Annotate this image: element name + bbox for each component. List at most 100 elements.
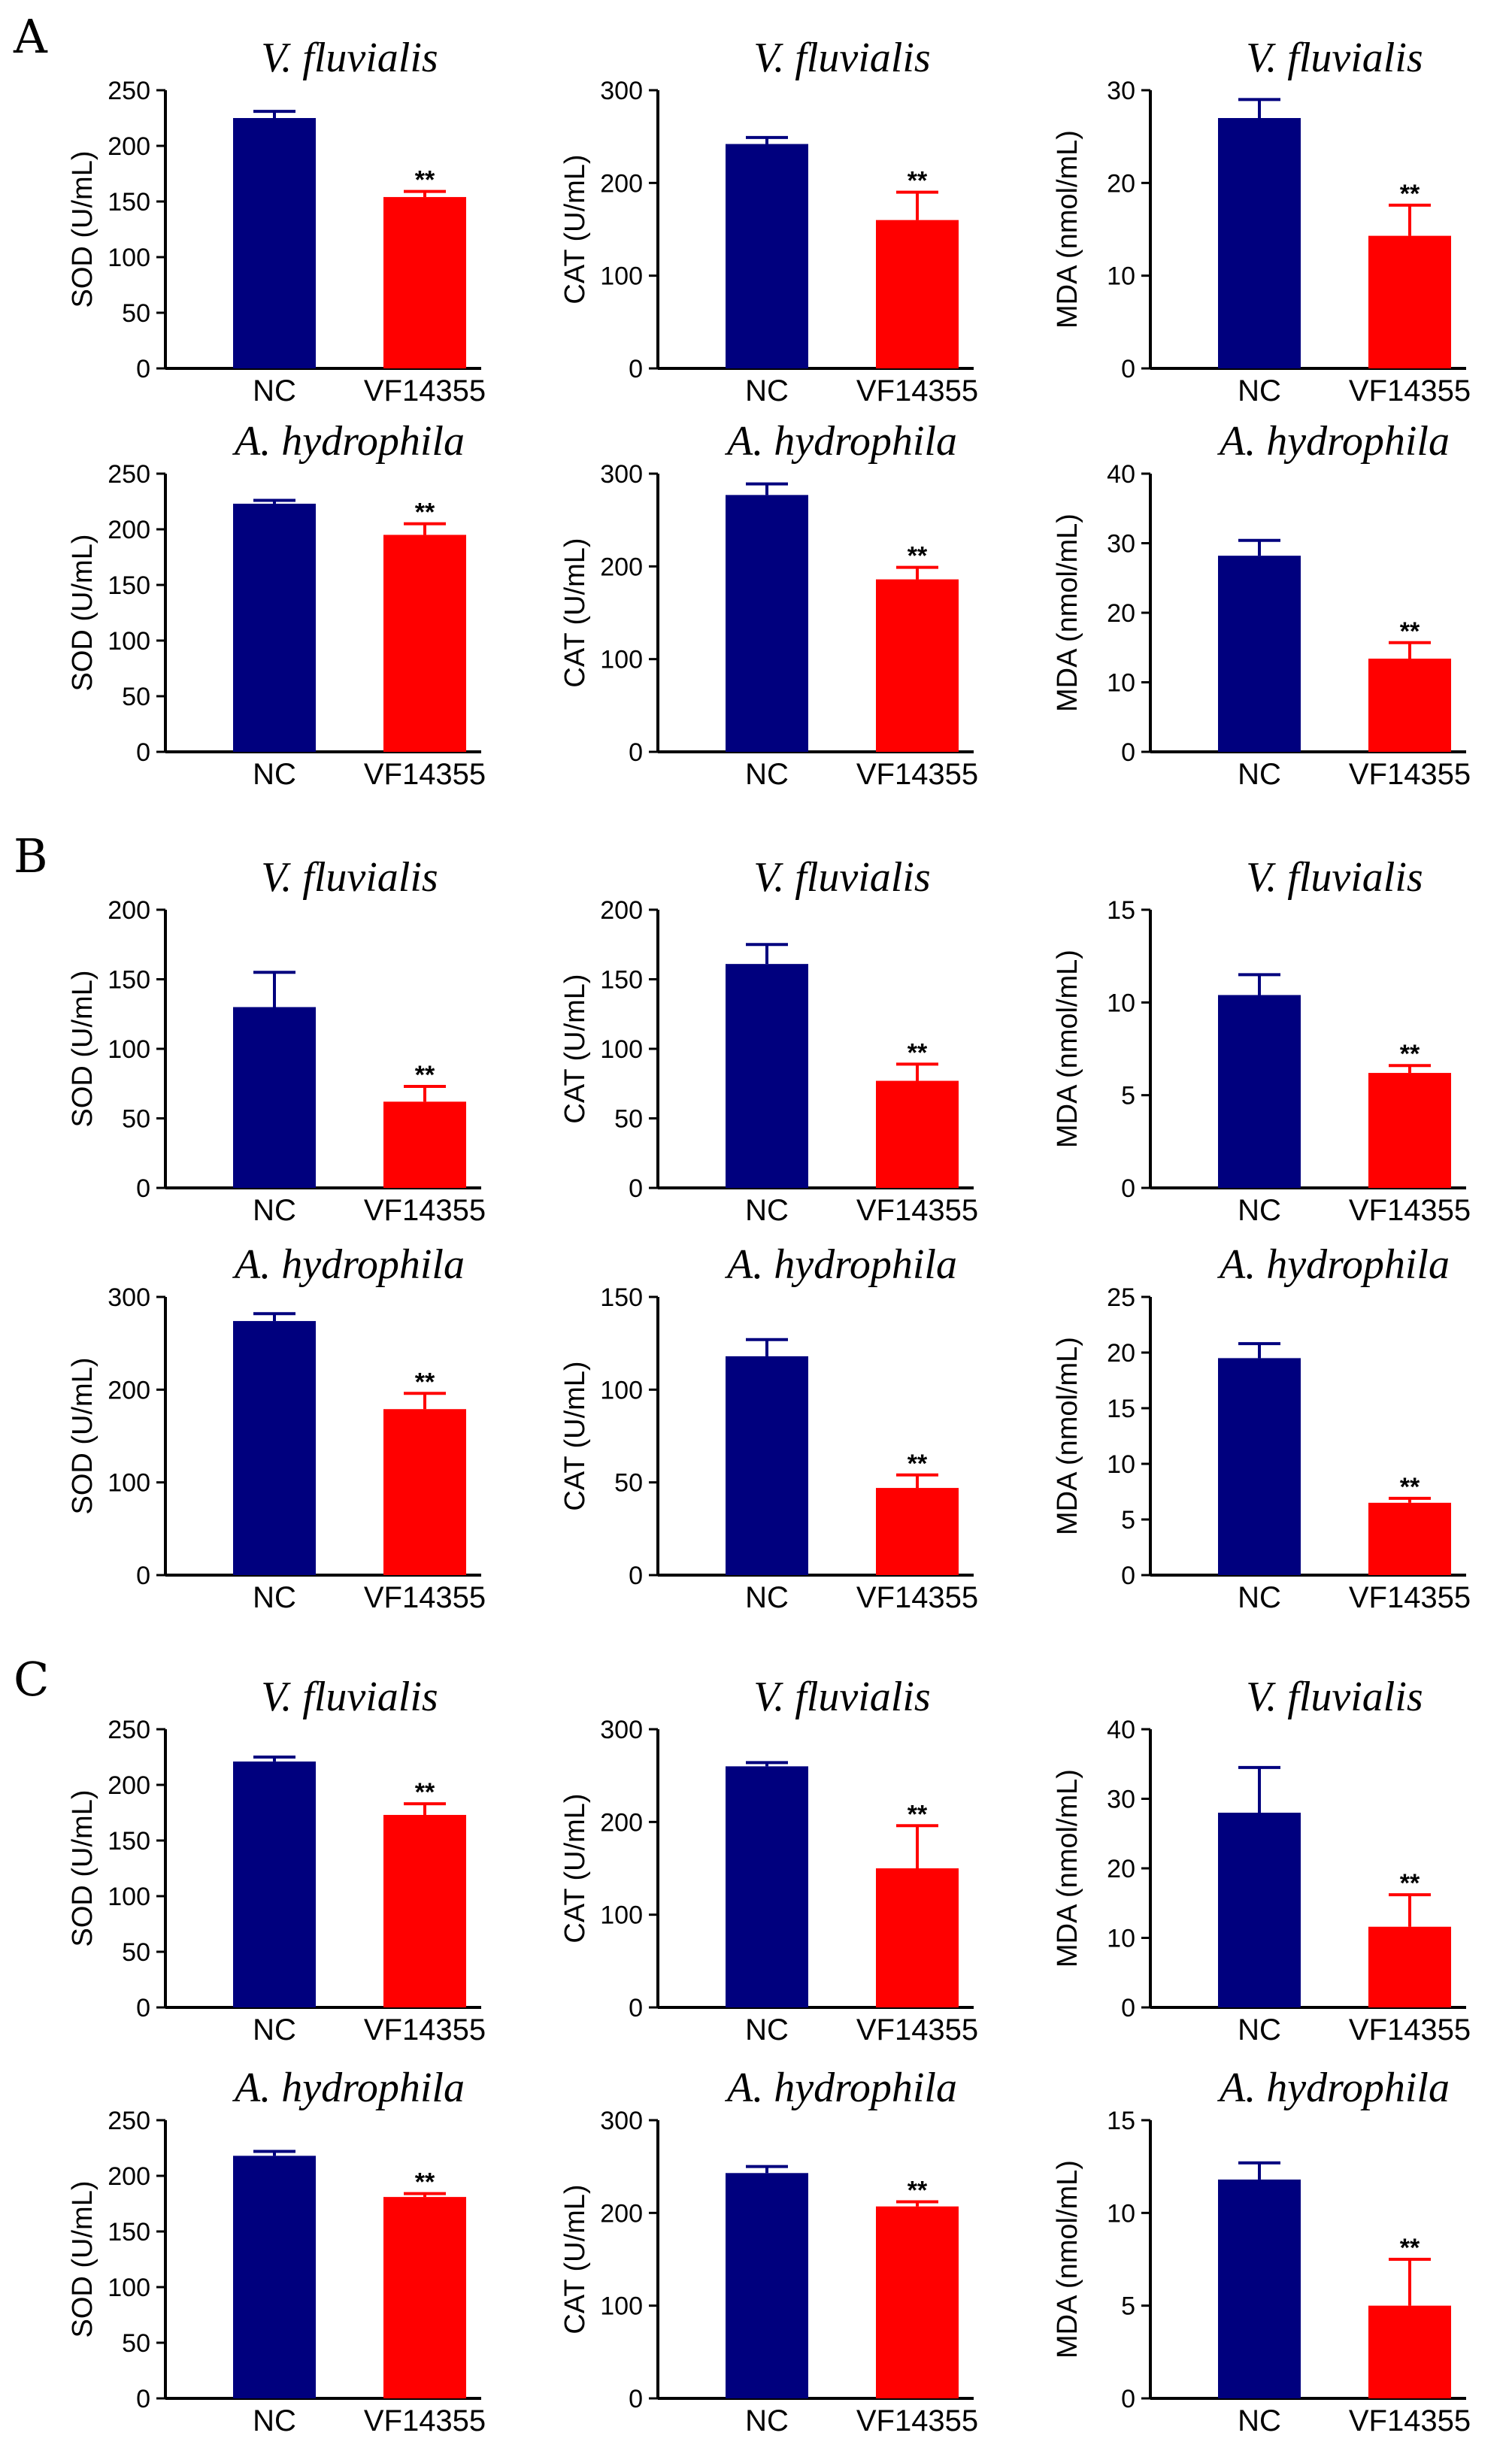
bar-vf14355 bbox=[383, 1101, 466, 1188]
y-tick-label: 0 bbox=[136, 2385, 150, 2413]
significance-label: ** bbox=[908, 1800, 928, 1828]
y-tick-label: 300 bbox=[600, 460, 643, 489]
y-tick-label: 200 bbox=[600, 169, 643, 198]
chart-title: A. hydrophila bbox=[724, 1241, 957, 1288]
y-tick-label: 50 bbox=[614, 1105, 643, 1134]
significance-label: ** bbox=[908, 167, 928, 195]
y-tick-label: 0 bbox=[136, 738, 150, 767]
category-label: VF14355 bbox=[856, 2013, 978, 2047]
chart-title: A. hydrophila bbox=[724, 2065, 957, 2111]
y-tick-label: 200 bbox=[108, 2162, 150, 2191]
category-label: VF14355 bbox=[1349, 1194, 1471, 1227]
significance-label: ** bbox=[1400, 1040, 1420, 1068]
y-tick-label: 0 bbox=[629, 1174, 643, 1203]
category-label: NC bbox=[1238, 1581, 1281, 1614]
y-tick-label: 300 bbox=[600, 77, 643, 105]
y-axis-label: MDA (nmol/mL) bbox=[1052, 514, 1083, 712]
bar-nc bbox=[726, 144, 808, 369]
chart-title: V. fluvialis bbox=[261, 854, 438, 901]
chart-title: A. hydrophila bbox=[232, 2065, 465, 2111]
y-tick-label: 25 bbox=[1107, 1283, 1135, 1312]
y-axis-label: CAT (U/mL) bbox=[559, 2184, 591, 2334]
y-tick-label: 10 bbox=[1107, 1925, 1135, 1953]
bar-nc bbox=[233, 1321, 316, 1575]
y-tick-label: 0 bbox=[1121, 1174, 1135, 1203]
y-tick-label: 10 bbox=[1107, 669, 1135, 698]
y-tick-label: 300 bbox=[600, 2107, 643, 2135]
chart-7: V. fluvialis SOD (U/mL) 0 50 100 150 200 NC VF14… bbox=[67, 854, 486, 1227]
y-tick-label: 150 bbox=[108, 2218, 150, 2247]
category-label: VF14355 bbox=[1349, 2013, 1471, 2047]
y-tick-label: 0 bbox=[1121, 1994, 1135, 2022]
bar-vf14355 bbox=[1368, 2305, 1451, 2398]
y-tick-label: 0 bbox=[136, 355, 150, 383]
y-axis-label: MDA (nmol/mL) bbox=[1052, 130, 1083, 329]
y-tick-label: 30 bbox=[1107, 530, 1135, 559]
category-label: NC bbox=[745, 758, 789, 791]
y-tick-label: 100 bbox=[600, 1901, 643, 1930]
category-label: NC bbox=[745, 2404, 789, 2437]
bar-nc bbox=[233, 1761, 316, 2007]
bar-vf14355 bbox=[876, 2206, 959, 2398]
bar-nc bbox=[726, 1356, 808, 1575]
y-tick-label: 250 bbox=[108, 2107, 150, 2135]
chart-title: V. fluvialis bbox=[1246, 35, 1423, 81]
y-tick-label: 100 bbox=[108, 244, 150, 272]
y-tick-label: 50 bbox=[122, 299, 150, 328]
bar-nc bbox=[1218, 118, 1301, 368]
y-tick-label: 200 bbox=[108, 1376, 150, 1404]
significance-label: ** bbox=[1400, 1473, 1420, 1501]
significance-label: ** bbox=[415, 1061, 435, 1089]
panel-letter-c: C bbox=[14, 1652, 49, 1707]
category-label: NC bbox=[253, 2404, 296, 2437]
y-axis-label: MDA (nmol/mL) bbox=[1052, 1769, 1083, 1968]
y-tick-label: 150 bbox=[600, 966, 643, 995]
bar-nc bbox=[1218, 1358, 1301, 1575]
chart-title: A. hydrophila bbox=[724, 418, 957, 465]
y-tick-label: 100 bbox=[600, 646, 643, 674]
y-tick-label: 30 bbox=[1107, 1786, 1135, 1814]
y-axis-label: CAT (U/mL) bbox=[559, 1361, 591, 1510]
y-tick-label: 5 bbox=[1121, 2292, 1135, 2321]
bar-nc bbox=[233, 118, 316, 368]
panel-letter-a: A bbox=[13, 9, 48, 64]
category-label: VF14355 bbox=[856, 2404, 978, 2437]
y-tick-label: 300 bbox=[600, 1716, 643, 1744]
y-axis-label: MDA (nmol/mL) bbox=[1052, 1337, 1083, 1535]
bar-vf14355 bbox=[383, 197, 466, 368]
category-label: NC bbox=[1238, 1194, 1281, 1227]
chart-11: A. hydrophila CAT (U/mL) 0 50 100 150 NC VF1435… bbox=[559, 1241, 978, 1614]
y-tick-label: 10 bbox=[1107, 989, 1135, 1017]
bar-vf14355 bbox=[876, 1868, 959, 2007]
y-tick-label: 0 bbox=[629, 1994, 643, 2022]
category-label: VF14355 bbox=[856, 758, 978, 791]
y-tick-label: 20 bbox=[1107, 599, 1135, 628]
y-tick-label: 50 bbox=[122, 2329, 150, 2358]
significance-label: ** bbox=[415, 2168, 435, 2197]
significance-label: ** bbox=[908, 2177, 928, 2205]
significance-label: ** bbox=[1400, 180, 1420, 208]
chart-title: V. fluvialis bbox=[261, 35, 438, 81]
chart-8: V. fluvialis CAT (U/mL) 0 50 100 150 200 NC VF14… bbox=[559, 854, 978, 1227]
bar-vf14355 bbox=[1368, 1073, 1451, 1188]
chart-16: A. hydrophila SOD (U/mL) 0 50 100 150 200 250 NC… bbox=[67, 2065, 486, 2437]
bar-vf14355 bbox=[876, 1488, 959, 1575]
bar-vf14355 bbox=[876, 220, 959, 368]
y-tick-label: 200 bbox=[600, 896, 643, 925]
chart-15: V. fluvialis MDA (nmol/mL) 0 10 20 30 40 NC VF14… bbox=[1052, 1674, 1471, 2047]
y-tick-label: 100 bbox=[108, 627, 150, 656]
chart-6: A. hydrophila MDA (nmol/mL) 0 10 20 30 40 NC VF1… bbox=[1052, 418, 1471, 791]
y-axis-label: SOD (U/mL) bbox=[67, 1790, 98, 1947]
category-label: VF14355 bbox=[856, 374, 978, 407]
y-tick-label: 50 bbox=[614, 1469, 643, 1498]
bar-nc bbox=[726, 964, 808, 1188]
chart-3: V. fluvialis MDA (nmol/mL) 0 10 20 30 NC VF1435… bbox=[1052, 35, 1471, 407]
chart-13: V. fluvialis SOD (U/mL) 0 50 100 150 200 250 NC V… bbox=[67, 1674, 486, 2047]
y-tick-label: 20 bbox=[1107, 1339, 1135, 1368]
chart-9: V. fluvialis MDA (nmol/mL) 0 5 10 15 NC VF14355… bbox=[1052, 854, 1471, 1227]
chart-10: A. hydrophila SOD (U/mL) 0 100 200 300 NC VF143… bbox=[67, 1241, 486, 1614]
significance-label: ** bbox=[415, 1368, 435, 1396]
y-tick-label: 150 bbox=[108, 571, 150, 600]
y-tick-label: 10 bbox=[1107, 1450, 1135, 1479]
